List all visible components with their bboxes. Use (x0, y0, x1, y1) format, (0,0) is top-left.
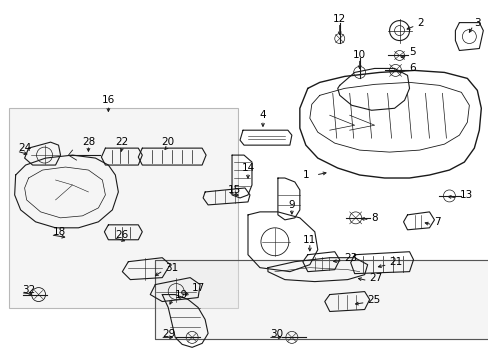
Text: 28: 28 (81, 137, 95, 147)
Text: 32: 32 (22, 284, 36, 294)
Text: 3: 3 (473, 18, 480, 28)
Text: 6: 6 (408, 63, 415, 73)
Text: 7: 7 (433, 217, 440, 227)
Text: 18: 18 (52, 227, 66, 237)
Text: 22: 22 (116, 137, 129, 147)
Text: 16: 16 (102, 95, 115, 105)
Text: 31: 31 (165, 263, 178, 273)
Text: 13: 13 (458, 190, 472, 200)
Text: 5: 5 (408, 48, 415, 58)
Text: 19: 19 (175, 289, 188, 300)
Text: 9: 9 (288, 200, 295, 210)
Text: 11: 11 (303, 235, 316, 245)
Bar (9, 108, 238, 307)
Text: 2: 2 (417, 18, 423, 28)
Text: 12: 12 (332, 14, 346, 24)
Text: 24: 24 (19, 143, 32, 153)
Text: 27: 27 (369, 273, 382, 283)
Text: 20: 20 (162, 137, 174, 147)
Text: 4: 4 (259, 110, 265, 120)
Text: 8: 8 (371, 213, 378, 223)
Polygon shape (155, 260, 488, 339)
Text: 26: 26 (115, 230, 128, 240)
Text: 25: 25 (367, 294, 380, 305)
Text: 10: 10 (352, 50, 366, 60)
Text: 21: 21 (389, 257, 402, 267)
Text: 1: 1 (303, 170, 309, 180)
Text: 29: 29 (162, 329, 175, 339)
Text: 17: 17 (192, 283, 205, 293)
Text: 15: 15 (227, 185, 241, 195)
Text: 23: 23 (344, 253, 357, 263)
Text: 14: 14 (241, 163, 254, 173)
Text: 30: 30 (269, 329, 283, 339)
